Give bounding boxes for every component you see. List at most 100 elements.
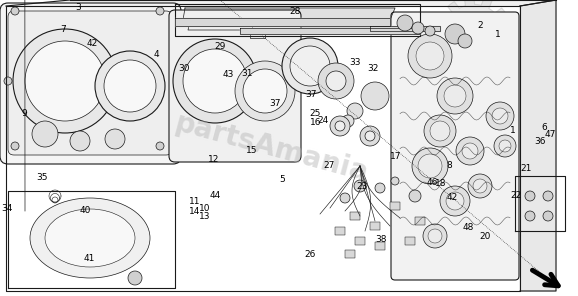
Circle shape [326,71,346,91]
Text: 14: 14 [188,207,200,216]
Circle shape [445,24,465,44]
Circle shape [428,229,442,243]
Ellipse shape [45,209,135,267]
Text: 10: 10 [199,204,211,213]
Text: 31: 31 [242,69,253,78]
Text: 37: 37 [269,99,281,107]
Text: 13: 13 [199,212,211,221]
Circle shape [525,211,535,221]
Circle shape [418,154,442,178]
Bar [415,217,425,225]
Text: 16: 16 [310,118,321,127]
Circle shape [290,46,330,86]
Text: 38: 38 [376,235,387,244]
Circle shape [32,121,58,147]
Circle shape [499,140,511,152]
Circle shape [494,135,516,157]
Bar [345,250,355,258]
Circle shape [354,180,366,192]
Text: 48: 48 [462,223,474,232]
Bar [370,222,380,230]
Circle shape [347,103,363,119]
Circle shape [423,224,447,248]
Text: 27: 27 [324,161,335,170]
Polygon shape [240,28,420,34]
Text: 15: 15 [246,147,257,155]
Text: 25: 25 [309,110,321,118]
Circle shape [330,116,350,136]
Circle shape [156,7,164,15]
Circle shape [430,121,450,141]
Text: 3: 3 [75,3,81,12]
Text: 42: 42 [87,39,98,48]
FancyBboxPatch shape [169,10,301,162]
Text: 11: 11 [188,197,200,206]
Circle shape [11,142,19,150]
Text: 12: 12 [208,155,220,164]
Circle shape [444,85,466,107]
Circle shape [437,78,473,114]
Text: partsAmania: partsAmania [172,109,372,187]
Circle shape [105,129,125,149]
Text: 32: 32 [367,64,379,73]
Circle shape [70,131,90,151]
Circle shape [342,115,354,127]
Polygon shape [183,8,395,20]
Circle shape [543,191,553,201]
Text: 9: 9 [21,110,27,118]
Text: 22: 22 [510,191,521,200]
Text: 2: 2 [477,21,483,30]
Circle shape [391,177,399,185]
Text: 36: 36 [535,137,546,146]
Circle shape [235,61,295,121]
Circle shape [104,60,156,112]
Text: 33: 33 [350,58,361,67]
Text: 30: 30 [178,64,190,73]
Text: 28: 28 [289,7,301,16]
Text: 29: 29 [214,42,225,51]
Circle shape [13,29,117,133]
Circle shape [409,190,421,202]
Text: 4: 4 [153,50,159,59]
Circle shape [486,102,514,130]
Polygon shape [520,0,556,291]
Circle shape [492,108,508,124]
Circle shape [412,22,424,34]
FancyBboxPatch shape [391,12,519,280]
Circle shape [456,137,484,165]
Circle shape [424,115,456,147]
Circle shape [183,49,247,113]
Circle shape [416,42,444,70]
Text: 7: 7 [61,25,66,34]
Text: 1: 1 [510,126,516,135]
Text: 5: 5 [279,175,285,184]
Text: 37: 37 [305,90,317,99]
Text: 41: 41 [84,254,95,263]
Circle shape [4,77,12,85]
Text: 43: 43 [223,70,234,79]
Circle shape [446,192,464,210]
Text: 23: 23 [357,182,368,191]
Ellipse shape [30,198,150,278]
Text: 35: 35 [36,173,47,182]
Circle shape [361,82,389,110]
Text: 44: 44 [210,191,221,200]
Circle shape [173,39,257,123]
Circle shape [458,34,472,48]
Text: 17: 17 [390,152,402,161]
FancyBboxPatch shape [0,3,181,164]
Text: 18: 18 [435,179,447,188]
Circle shape [318,63,354,99]
Circle shape [128,271,142,285]
Circle shape [468,174,492,198]
Circle shape [543,211,553,221]
Polygon shape [370,26,440,31]
Polygon shape [175,18,390,26]
Circle shape [365,91,375,101]
Circle shape [458,18,490,50]
Bar [405,237,415,245]
Circle shape [397,15,413,31]
Circle shape [462,143,478,159]
Circle shape [156,142,164,150]
Circle shape [473,179,487,193]
